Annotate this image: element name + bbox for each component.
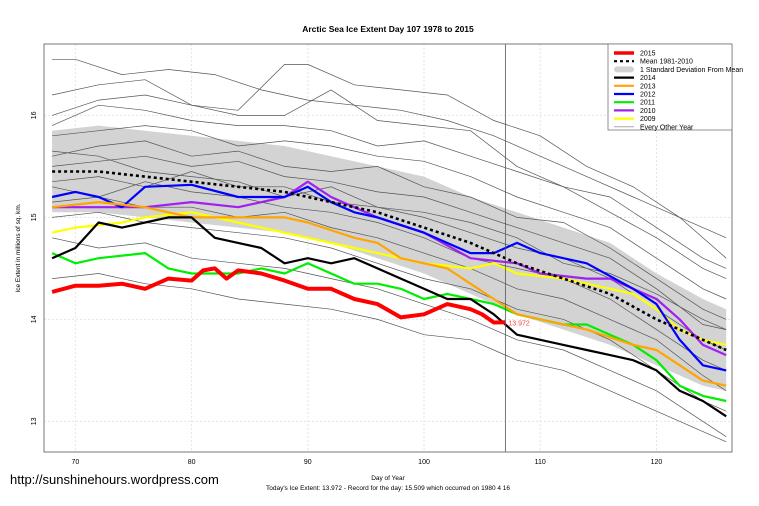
legend-label: 2013 (640, 83, 656, 90)
y-axis-label: Ice Extent in millions of sq. km. (15, 203, 22, 292)
legend-label: 2014 (640, 75, 656, 82)
x-axis-label: Day of Year (371, 475, 405, 482)
y-tick-label: 15 (31, 213, 38, 221)
other-year-line (52, 211, 727, 412)
other-year-line (52, 155, 727, 330)
other-year-line (52, 64, 727, 259)
y-tick-label: 14 (31, 315, 38, 323)
legend-label: Mean 1981-2010 (640, 59, 693, 66)
y-axis: 13 14 15 16 (31, 111, 38, 425)
current-value-label: 13.972 (508, 320, 530, 327)
series-line-2011 (51, 252, 727, 403)
legend-label: 2015 (640, 51, 656, 58)
x-tick-label: 100 (418, 459, 430, 466)
legend-swatch (614, 66, 634, 73)
series-line-2013 (51, 201, 727, 387)
other-year-line (52, 150, 727, 330)
series-line-2012 (51, 183, 727, 372)
other-year-line (52, 58, 727, 239)
series-line-2015 (51, 266, 506, 325)
other-year-line (51, 104, 727, 279)
x-tick-label: 110 (535, 459, 546, 466)
legend-label: Every Other Year (640, 124, 694, 131)
other-year-line (52, 125, 727, 300)
y-tick-label: 16 (31, 111, 38, 119)
series-lines (51, 170, 727, 418)
other-year-line (52, 140, 727, 320)
other-year-line (52, 273, 727, 443)
x-tick-label: 90 (304, 459, 312, 466)
legend-label: 2009 (640, 116, 656, 123)
legend-label: 2010 (640, 108, 656, 115)
watermark-url: http://sunshinehours.wordpress.com (10, 472, 219, 487)
x-axis: 70 80 90 100 110 120 (71, 459, 662, 466)
x-tick-label: 120 (651, 459, 663, 466)
other-year-line (51, 89, 727, 269)
series-line-mean-1981-2010 (52, 170, 727, 352)
legend-label: 2011 (640, 100, 655, 107)
other-year-line (52, 237, 727, 437)
chart-title: Arctic Sea Ice Extent Day 107 1978 to 20… (302, 24, 474, 34)
legend-label: 1 Standard Deviation From Mean (640, 67, 743, 74)
other-year-line (52, 196, 727, 392)
y-tick-label: 13 (31, 417, 38, 425)
x-tick-label: 70 (71, 459, 79, 466)
x-tick-label: 80 (188, 459, 196, 466)
series-line-2014 (51, 216, 727, 418)
plot-frame (43, 43, 733, 453)
legend-label: 2012 (640, 92, 656, 99)
chart-subtitle: Today's Ice Extent: 13.972 - Record for … (266, 485, 510, 492)
